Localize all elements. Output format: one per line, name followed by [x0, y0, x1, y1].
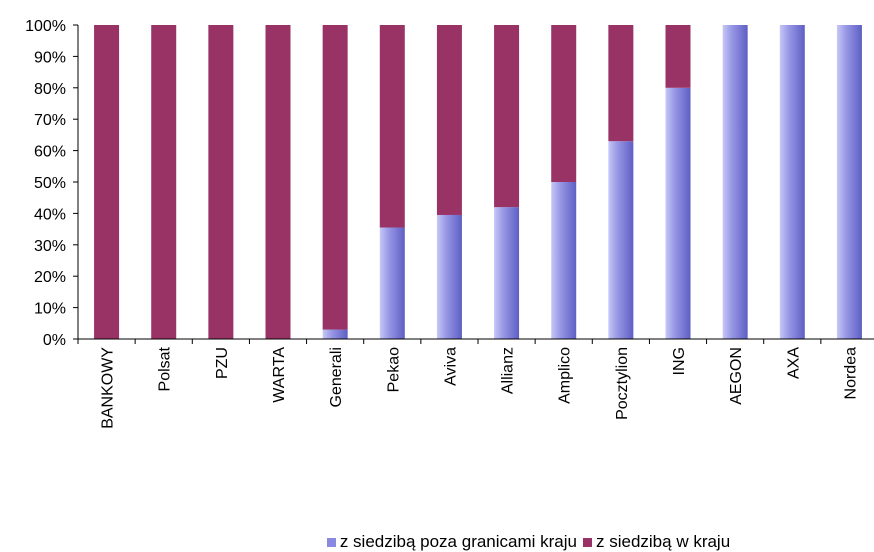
x-category-label: AEGON — [728, 347, 745, 405]
x-category-label: Polsat — [157, 346, 174, 391]
bars-group — [94, 25, 862, 339]
legend-label-foreign: z siedzibą poza granicami kraju — [339, 532, 577, 551]
y-tick-label: 100% — [25, 18, 66, 35]
x-category-label: BANKOWY — [100, 347, 117, 429]
bar-segment-foreign — [494, 207, 520, 339]
x-category-label: Pocztylion — [614, 347, 631, 420]
legend-label-domestic: z siedzibą w kraju — [596, 532, 731, 551]
y-tick-label: 90% — [34, 49, 66, 66]
legend-item-domestic: z siedzibą w kraju — [583, 532, 730, 552]
bar-segment-foreign — [379, 227, 405, 339]
x-category-label: Aviva — [442, 347, 459, 386]
bar-segment-domestic — [265, 25, 291, 339]
bar-segment-foreign — [551, 182, 577, 339]
bar-segment-domestic — [94, 25, 120, 339]
bar-segment-domestic — [322, 25, 348, 330]
x-category-label: Nordea — [842, 347, 859, 400]
x-category-label: ING — [671, 347, 688, 375]
bar-segment-domestic — [151, 25, 177, 339]
bar-segment-foreign — [722, 25, 748, 339]
x-category-label: Allianz — [500, 347, 517, 394]
bar-segment-foreign — [779, 25, 805, 339]
legend: z siedzibą poza granicami kraju z siedzi… — [0, 532, 874, 552]
y-tick-label: 20% — [34, 269, 66, 286]
bar-segment-foreign — [436, 214, 462, 339]
bar-segment-domestic — [494, 25, 520, 208]
y-tick-label: 80% — [34, 81, 66, 98]
y-axis: 0% 10% 20% 30% 40% 50% 60% 70% 80% 90% 100% — [25, 18, 79, 349]
x-axis: BANKOWY Polsat PZU WARTA Generali Pekao Aviva A… — [77, 338, 874, 429]
bar-segment-domestic — [208, 25, 234, 339]
x-category-label: Pekao — [385, 347, 402, 392]
x-category-label: Amplico — [557, 347, 574, 404]
bar-segment-domestic — [551, 25, 577, 182]
y-tick-label: 10% — [34, 301, 66, 318]
bar-segment-foreign — [836, 25, 862, 339]
bar-segment-foreign — [322, 329, 348, 339]
bar-segment-domestic — [608, 25, 634, 142]
x-category-label: PZU — [214, 347, 231, 379]
bar-segment-domestic — [436, 25, 462, 215]
x-category-label: AXA — [785, 347, 802, 379]
bar-segment-domestic — [379, 25, 405, 228]
bar-segment-foreign — [608, 141, 634, 339]
legend-swatch-foreign — [326, 537, 336, 547]
y-tick-label: 60% — [34, 144, 66, 161]
x-category-label: Generali — [328, 347, 345, 407]
bar-segment-domestic — [665, 25, 691, 88]
y-tick-label: 40% — [34, 206, 66, 223]
y-tick-label: 0% — [43, 332, 66, 349]
legend-item-foreign: z siedzibą poza granicami kraju — [326, 532, 577, 552]
y-tick-label: 50% — [34, 175, 66, 192]
y-tick-label: 70% — [34, 112, 66, 129]
legend-swatch-domestic — [583, 537, 592, 547]
bar-segment-foreign — [665, 87, 691, 339]
y-tick-label: 30% — [34, 238, 66, 255]
x-category-label: WARTA — [271, 347, 288, 403]
